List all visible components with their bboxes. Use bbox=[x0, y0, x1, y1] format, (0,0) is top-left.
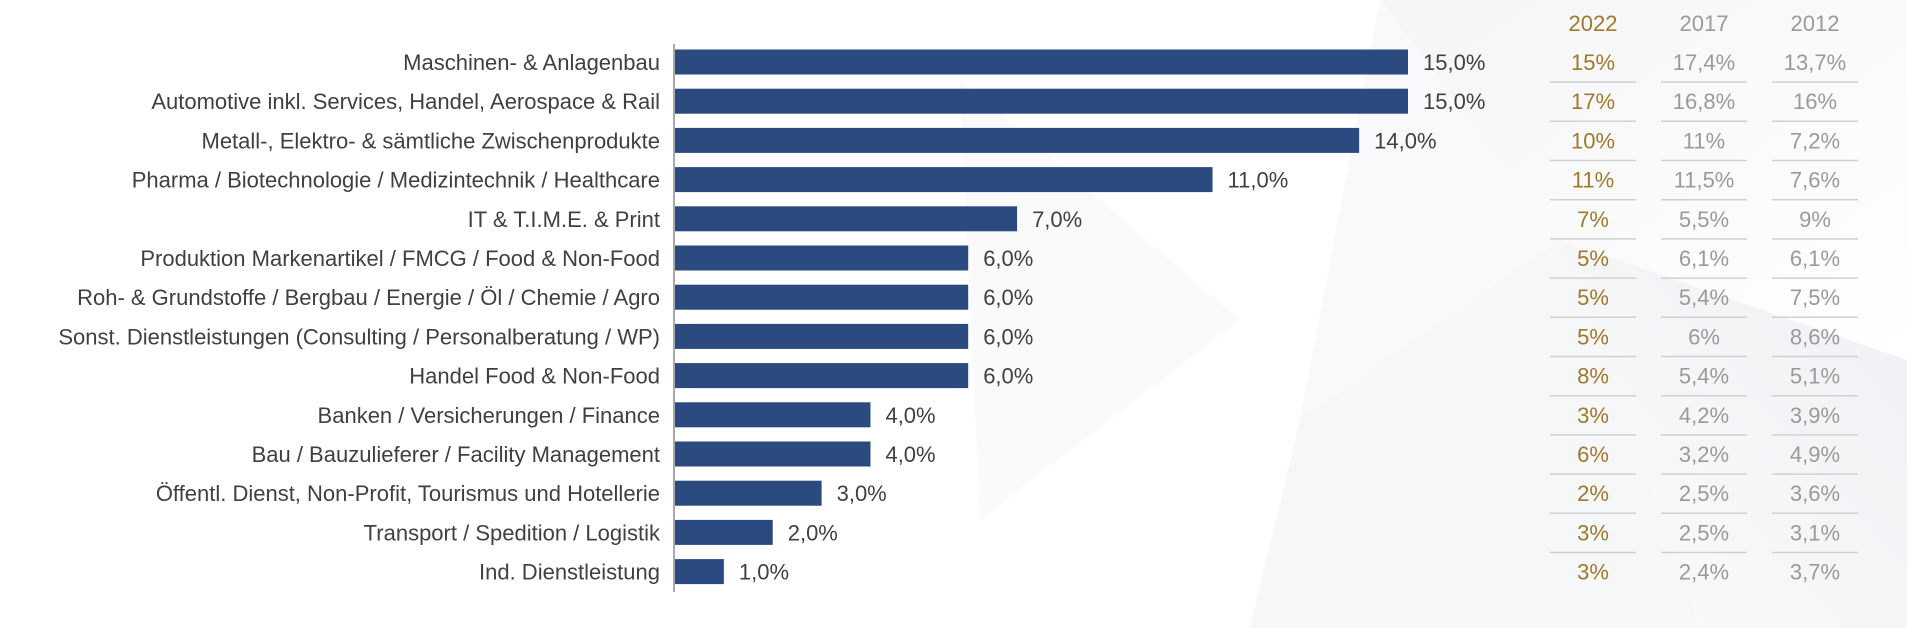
category-label: IT & T.I.M.E. & Print bbox=[468, 207, 660, 232]
category-label: Roh- & Grundstoffe / Bergbau / Energie /… bbox=[77, 285, 660, 310]
table-cell: 6% bbox=[1577, 442, 1609, 467]
data-label: 4,0% bbox=[885, 403, 935, 428]
bar bbox=[675, 88, 1408, 114]
table-cell: 2% bbox=[1577, 481, 1609, 506]
comparison-table: 2022 15% 17% 10% 11% 7% 5% 5% 5% 8% 3% 6% 2% 3% 3% 2017… bbox=[1550, 11, 1858, 585]
table-cell: 4,9% bbox=[1790, 442, 1840, 467]
table-cell: 13,7% bbox=[1784, 50, 1846, 75]
table-cell: 7% bbox=[1577, 207, 1609, 232]
table-cell: 2,5% bbox=[1679, 520, 1729, 545]
data-label: 11,0% bbox=[1228, 168, 1289, 193]
table-cell: 4,2% bbox=[1679, 403, 1729, 428]
table-cell: 5,1% bbox=[1790, 364, 1840, 389]
table-column-header: 2017 bbox=[1680, 11, 1729, 36]
table-cell: 5,4% bbox=[1679, 364, 1729, 389]
table-cell: 5,5% bbox=[1679, 207, 1729, 232]
table-cell: 3% bbox=[1577, 560, 1609, 585]
table-cell: 9% bbox=[1799, 207, 1831, 232]
table-cell: 6,1% bbox=[1679, 246, 1729, 271]
table-cell: 7,6% bbox=[1790, 168, 1840, 193]
table-cell: 3,2% bbox=[1679, 442, 1729, 467]
data-label: 3,0% bbox=[837, 481, 887, 506]
table-cell: 3,7% bbox=[1790, 560, 1840, 585]
data-label: 6,0% bbox=[983, 285, 1033, 310]
category-label: Automotive inkl. Services, Handel, Aeros… bbox=[151, 89, 660, 114]
data-label: 6,0% bbox=[983, 324, 1033, 349]
table-cell: 16% bbox=[1793, 89, 1837, 114]
table-cell: 11% bbox=[1572, 168, 1614, 193]
data-label: 4,0% bbox=[885, 442, 935, 467]
bar bbox=[675, 363, 969, 389]
table-cell: 5% bbox=[1577, 324, 1609, 349]
bar bbox=[675, 284, 969, 310]
table-cell: 11,5% bbox=[1674, 168, 1735, 193]
data-label: 1,0% bbox=[739, 560, 789, 585]
bar bbox=[675, 127, 1360, 153]
table-cell: 3,1% bbox=[1790, 520, 1840, 545]
category-label: Öffentl. Dienst, Non-Profit, Tourismus u… bbox=[156, 481, 660, 506]
category-label: Metall-, Elektro- & sämtliche Zwischenpr… bbox=[202, 128, 661, 153]
data-label: 6,0% bbox=[983, 364, 1033, 389]
table-cell: 3% bbox=[1577, 403, 1609, 428]
table-cell: 5% bbox=[1577, 246, 1609, 271]
data-label: 6,0% bbox=[983, 246, 1033, 271]
table-cell: 8% bbox=[1577, 364, 1609, 389]
table-cell: 16,8% bbox=[1673, 89, 1735, 114]
table-cell: 3% bbox=[1577, 520, 1609, 545]
bar bbox=[675, 441, 871, 467]
bar bbox=[675, 323, 969, 349]
category-label: Banken / Versicherungen / Finance bbox=[318, 403, 660, 428]
data-label: 2,0% bbox=[788, 520, 838, 545]
table-cell: 8,6% bbox=[1790, 324, 1840, 349]
table-cell: 15% bbox=[1571, 50, 1615, 75]
bar bbox=[675, 519, 773, 545]
data-label: 14,0% bbox=[1374, 128, 1436, 153]
bar bbox=[675, 167, 1213, 193]
table-cell: 2,4% bbox=[1679, 560, 1729, 585]
table-cell: 5,4% bbox=[1679, 285, 1729, 310]
table-cell: 6,1% bbox=[1790, 246, 1840, 271]
data-label: 15,0% bbox=[1423, 89, 1485, 114]
bar bbox=[675, 402, 871, 428]
table-cell: 5% bbox=[1577, 285, 1609, 310]
table-cell: 3,9% bbox=[1790, 403, 1840, 428]
table-cell: 7,5% bbox=[1790, 285, 1840, 310]
category-label: Sonst. Dienstleistungen (Consulting / Pe… bbox=[58, 324, 660, 349]
table-cell: 17,4% bbox=[1673, 50, 1735, 75]
bar bbox=[675, 559, 724, 585]
category-label: Transport / Spedition / Logistik bbox=[364, 520, 661, 545]
table-cell: 6% bbox=[1688, 324, 1720, 349]
data-label: 15,0% bbox=[1423, 50, 1485, 75]
category-label: Ind. Dienstleistung bbox=[479, 560, 660, 585]
table-column-header: 2022 bbox=[1569, 11, 1618, 36]
category-label: Maschinen- & Anlagenbau bbox=[403, 50, 660, 75]
bar bbox=[675, 206, 1018, 232]
bar bbox=[675, 245, 969, 271]
category-label: Handel Food & Non-Food bbox=[409, 364, 660, 389]
table-cell: 2,5% bbox=[1679, 481, 1729, 506]
category-label: Produktion Markenartikel / FMCG / Food &… bbox=[140, 246, 660, 271]
bar bbox=[675, 49, 1408, 75]
category-label: Bau / Bauzulieferer / Facility Managemen… bbox=[252, 442, 660, 467]
category-label: Pharma / Biotechnologie / Medizintechnik… bbox=[132, 168, 660, 193]
data-label: 7,0% bbox=[1032, 207, 1082, 232]
table-cell: 7,2% bbox=[1790, 128, 1840, 153]
bar bbox=[675, 480, 822, 506]
table-column-header: 2012 bbox=[1791, 11, 1840, 36]
table-cell: 3,6% bbox=[1790, 481, 1840, 506]
table-cell: 11% bbox=[1683, 128, 1725, 153]
table-cell: 17% bbox=[1571, 89, 1615, 114]
table-cell: 10% bbox=[1571, 128, 1615, 153]
